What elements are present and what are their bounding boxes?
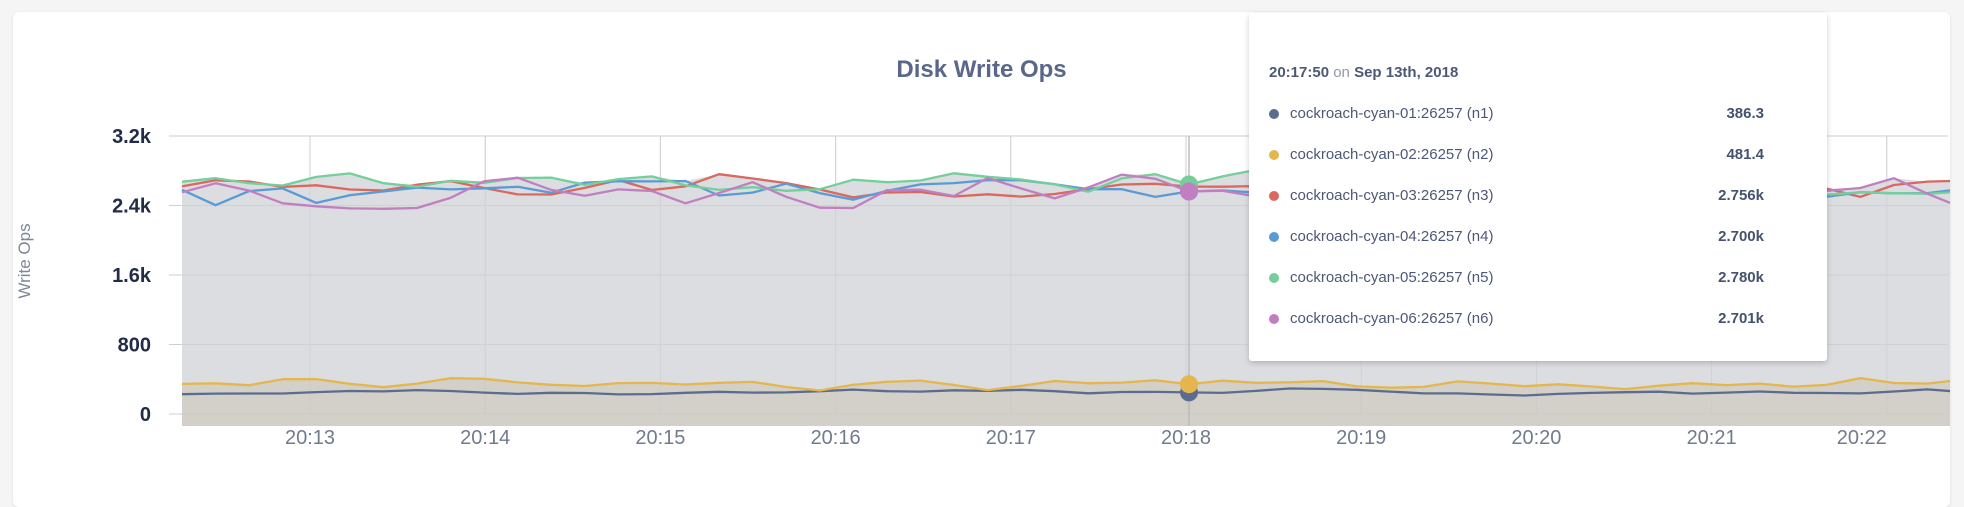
svg-text:20:13: 20:13 xyxy=(285,427,335,449)
svg-text:1.6k: 1.6k xyxy=(112,265,152,287)
svg-text:2.4k: 2.4k xyxy=(112,196,152,218)
svg-text:20:15: 20:15 xyxy=(635,427,685,449)
svg-text:20:22: 20:22 xyxy=(1837,427,1887,449)
svg-text:20:20: 20:20 xyxy=(1511,427,1561,449)
svg-text:800: 800 xyxy=(118,335,151,357)
svg-text:20:18: 20:18 xyxy=(1161,427,1211,449)
svg-text:0: 0 xyxy=(140,404,151,426)
svg-text:20:21: 20:21 xyxy=(1687,427,1737,449)
svg-text:20:14: 20:14 xyxy=(460,427,510,449)
svg-text:3.2k: 3.2k xyxy=(112,126,152,148)
svg-text:20:17: 20:17 xyxy=(986,427,1036,449)
svg-text:20:16: 20:16 xyxy=(811,427,861,449)
svg-text:20:19: 20:19 xyxy=(1336,427,1386,449)
